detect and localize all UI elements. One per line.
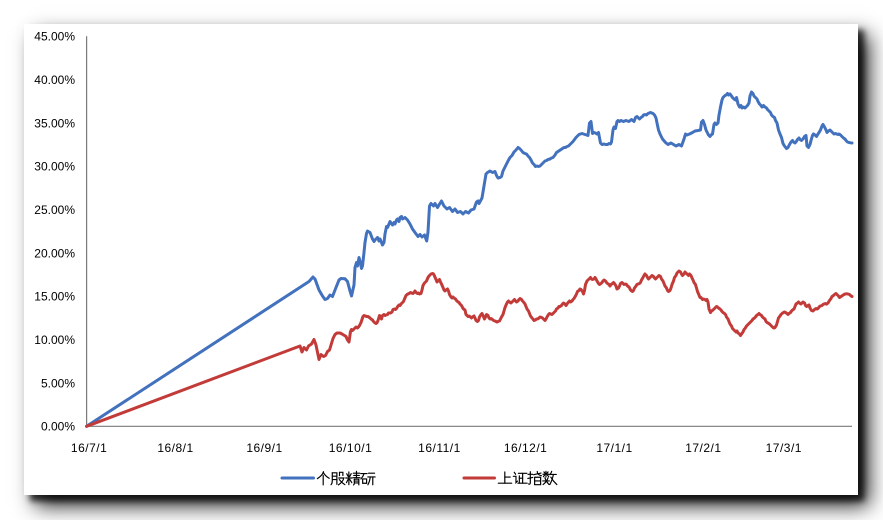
svg-text:15.00%: 15.00% [34,290,75,304]
svg-text:10.00%: 10.00% [34,333,75,347]
svg-text:17/1/1: 17/1/1 [596,441,632,455]
svg-text:5.00%: 5.00% [41,376,75,390]
svg-text:16/11/1: 16/11/1 [418,441,461,455]
svg-text:16/7/1: 16/7/1 [71,441,107,455]
svg-text:16/8/1: 16/8/1 [157,441,193,455]
svg-text:25.00%: 25.00% [34,203,75,217]
svg-text:40.00%: 40.00% [34,73,75,87]
svg-text:20.00%: 20.00% [34,246,75,260]
svg-text:30.00%: 30.00% [34,160,75,174]
svg-text:45.00%: 45.00% [34,30,75,44]
svg-text:16/9/1: 16/9/1 [246,441,282,455]
svg-text:35.00%: 35.00% [34,116,75,130]
svg-text:0.00%: 0.00% [41,420,75,434]
svg-text:17/2/1: 17/2/1 [685,441,721,455]
svg-text:17/3/1: 17/3/1 [766,441,802,455]
svg-text:16/10/1: 16/10/1 [329,441,373,455]
svg-text:16/12/1: 16/12/1 [504,441,548,455]
